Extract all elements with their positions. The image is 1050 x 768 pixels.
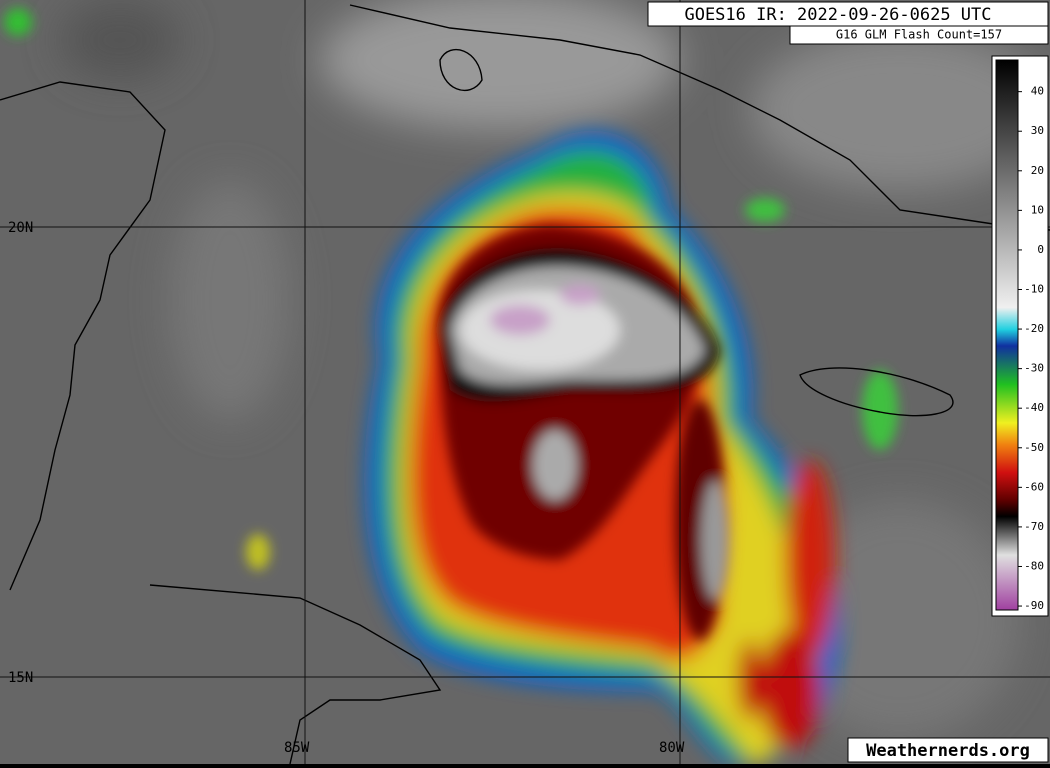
colorbar-tick-label: -20 bbox=[1024, 322, 1044, 335]
colorbar-tick-label: 30 bbox=[1031, 124, 1044, 137]
colorbar bbox=[995, 59, 1019, 611]
colorbar-tick-label: -60 bbox=[1024, 480, 1044, 493]
coastlines bbox=[0, 4, 1050, 765]
colorbar-tick-label: 10 bbox=[1031, 203, 1044, 216]
lat-label: 20N bbox=[8, 220, 33, 236]
colorbar-tick-label: -80 bbox=[1024, 559, 1044, 572]
credit-box bbox=[847, 737, 1049, 763]
colorbar-tick-label: 0 bbox=[1037, 243, 1044, 256]
title-box bbox=[647, 1, 1049, 27]
colorbar-tick-label: -30 bbox=[1024, 362, 1044, 375]
subtitle: G16 GLM Flash Count=157 bbox=[836, 28, 1002, 42]
subtitle-box bbox=[789, 25, 1049, 45]
title: GOES16 IR: 2022-09-26-0625 UTC bbox=[684, 5, 991, 25]
storm bbox=[4, 8, 898, 764]
colorbar-tick-label: -40 bbox=[1024, 401, 1044, 414]
colorbar-tick-label: -90 bbox=[1024, 599, 1044, 612]
lon-label: 85W bbox=[284, 740, 310, 756]
colorbar-tick-label: 20 bbox=[1031, 164, 1044, 177]
lon-label: 80W bbox=[659, 740, 685, 756]
colorbar-tick-label: -10 bbox=[1024, 282, 1044, 295]
clouds bbox=[60, 0, 1050, 740]
lat-label: 15N bbox=[8, 670, 33, 686]
credit: Weathernerds.org bbox=[866, 741, 1030, 761]
colorbar-tick-label: -70 bbox=[1024, 520, 1044, 533]
colorbar-tick-label: 40 bbox=[1031, 85, 1044, 98]
colorbar-tick-label: -50 bbox=[1024, 441, 1044, 454]
